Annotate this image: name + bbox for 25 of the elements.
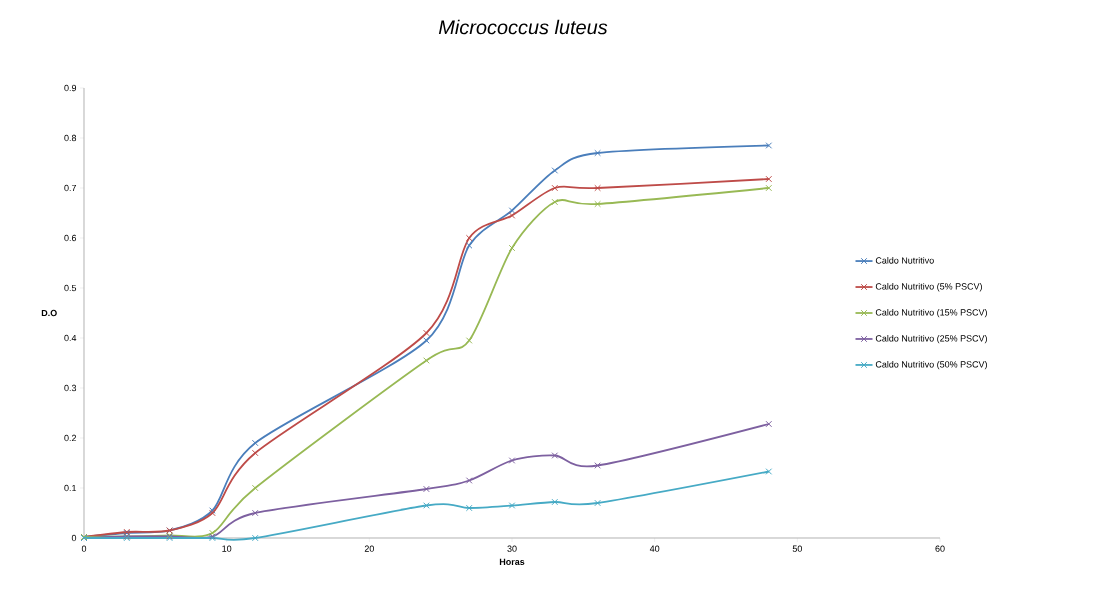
x-tick-label: 20 xyxy=(364,545,374,552)
x-tick-label: 60 xyxy=(935,545,945,552)
x-tick-label: 0 xyxy=(81,545,87,552)
legend-label: Caldo Nutritivo (25% PSCV) xyxy=(875,334,987,344)
x-tick-label: 50 xyxy=(792,545,802,552)
legend-label: Caldo Nutritivo (15% PSCV) xyxy=(875,309,987,318)
legend-label: Caldo Nutritivo xyxy=(875,257,934,264)
y-tick-label: 0.9 xyxy=(64,84,77,92)
y-tick-label: 0.6 xyxy=(64,234,77,242)
y-tick-label: 0.1 xyxy=(64,484,77,492)
y-axis-title: D.O xyxy=(41,309,57,317)
x-tick-label: 40 xyxy=(649,545,660,552)
legend-label: Caldo Nutritivo (50% PSCV) xyxy=(875,360,987,370)
x-tick-label: 10 xyxy=(222,545,232,552)
x-axis-title: Horas xyxy=(499,558,525,565)
y-tick-label: 0.7 xyxy=(64,184,77,192)
y-tick-label: 0.4 xyxy=(64,334,77,342)
x-tick-label: 30 xyxy=(507,545,517,552)
y-tick-label: 0.8 xyxy=(64,134,77,142)
y-tick-label: 0.3 xyxy=(64,384,77,392)
y-tick-label: 0.5 xyxy=(64,284,77,292)
legend-label: Caldo Nutritivo (5% PSCV) xyxy=(875,283,982,292)
chart-title: Micrococcus luteus xyxy=(438,19,608,35)
y-tick-label: 0.2 xyxy=(64,434,77,442)
y-tick-label: 0 xyxy=(71,534,77,542)
